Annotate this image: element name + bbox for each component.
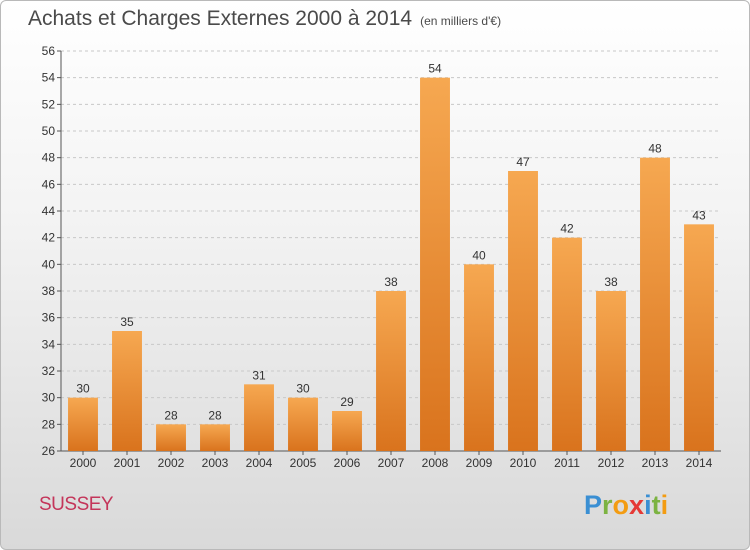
x-tick-label: 2013 [642,456,669,470]
bar [376,291,406,451]
bar [640,157,670,451]
x-tick-label: 2005 [290,456,317,470]
bar [68,397,98,451]
y-tick-label: 52 [42,97,56,111]
chart-subtitle: (en milliers d'€) [420,14,502,28]
bar-value-label: 47 [516,155,530,169]
y-tick-label: 34 [42,337,56,351]
y-tick-label: 38 [42,284,56,298]
bar-value-label: 30 [296,382,310,396]
x-tick-label: 2010 [510,456,537,470]
bar-value-label: 38 [384,275,398,289]
bar [200,424,230,451]
x-tick-label: 2012 [598,456,625,470]
chart-title-text: Achats et Charges Externes 2000 à 2014 [28,7,413,30]
bar-value-label: 48 [648,142,662,156]
bar-value-label: 40 [472,248,486,262]
bar [552,237,582,451]
x-tick-label: 2014 [686,456,713,470]
bar [112,331,142,451]
bar [684,224,714,451]
y-tick-label: 48 [42,151,56,165]
y-tick-label: 56 [42,44,56,58]
x-tick-label: 2008 [422,456,449,470]
x-tick-label: 2011 [554,456,580,470]
bar [464,264,494,451]
y-tick-label: 42 [42,231,56,245]
y-tick-label: 44 [42,204,56,218]
x-tick-label: 2003 [202,456,229,470]
bar-value-label: 38 [604,275,618,289]
bar [508,171,538,451]
bar-value-label: 43 [692,208,706,222]
x-tick-label: 2007 [378,456,405,470]
bar-value-label: 28 [164,408,178,422]
y-tick-label: 28 [42,417,56,431]
y-tick-label: 30 [42,391,56,405]
city-name: SUSSEY [39,494,114,515]
y-tick-label: 46 [42,177,56,191]
chart-title: Achats et Charges Externes 2000 à 2014 (e… [28,7,501,31]
bar-value-label: 31 [252,368,266,382]
bar [420,77,450,452]
bar-value-label: 30 [76,382,90,396]
y-tick-label: 26 [42,444,56,458]
x-tick-label: 2004 [246,456,273,470]
proxiti-logo: Proxiti [584,490,669,520]
x-tick-label: 2002 [158,456,185,470]
y-tick-label: 54 [42,71,56,85]
x-tick-label: 2000 [70,456,97,470]
bar-value-label: 42 [560,222,574,236]
x-tick-label: 2009 [466,456,493,470]
y-tick-label: 36 [42,311,56,325]
bar-value-label: 54 [428,62,442,76]
bar-value-label: 29 [340,395,354,409]
bar [156,424,186,451]
bar [596,291,626,451]
x-tick-label: 2001 [114,456,141,470]
bar-value-label: 28 [208,408,222,422]
bar [288,397,318,451]
x-tick-label: 2006 [334,456,361,470]
y-tick-label: 40 [42,257,56,271]
y-tick-label: 32 [42,364,56,378]
bar-value-label: 35 [120,315,134,329]
bar [332,411,362,451]
bar [244,384,274,451]
y-tick-label: 50 [42,124,56,138]
